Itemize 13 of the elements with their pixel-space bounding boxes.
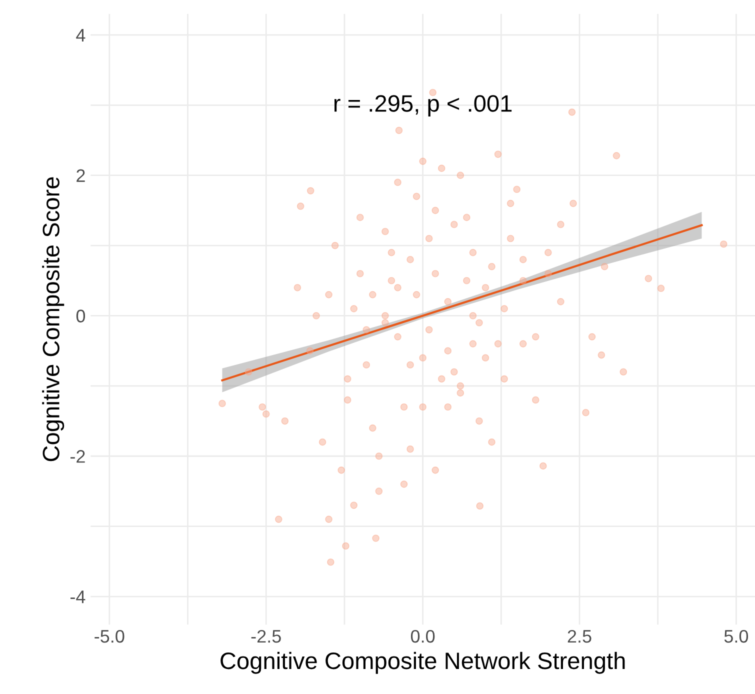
y-axis-title: Cognitive Composite Score <box>42 177 64 462</box>
x-tick-label: 0.0 <box>410 630 435 643</box>
x-tick-label: 2.5 <box>568 630 592 643</box>
y-tick-label: 2 <box>76 169 85 182</box>
x-tick-label: -5.0 <box>94 630 124 643</box>
y-tick-label: 0 <box>76 310 86 322</box>
x-tick-label: -2.5 <box>251 630 281 643</box>
y-tick-label: 4 <box>76 29 86 42</box>
y-tick-label: -4 <box>70 590 86 604</box>
annotation: r = .295, p < .001 <box>334 95 512 116</box>
y-tick-label: -2 <box>70 450 85 463</box>
x-axis-title: Cognitive Composite Network Strength <box>220 652 625 674</box>
x-tick-label: 5.0 <box>724 630 748 643</box>
